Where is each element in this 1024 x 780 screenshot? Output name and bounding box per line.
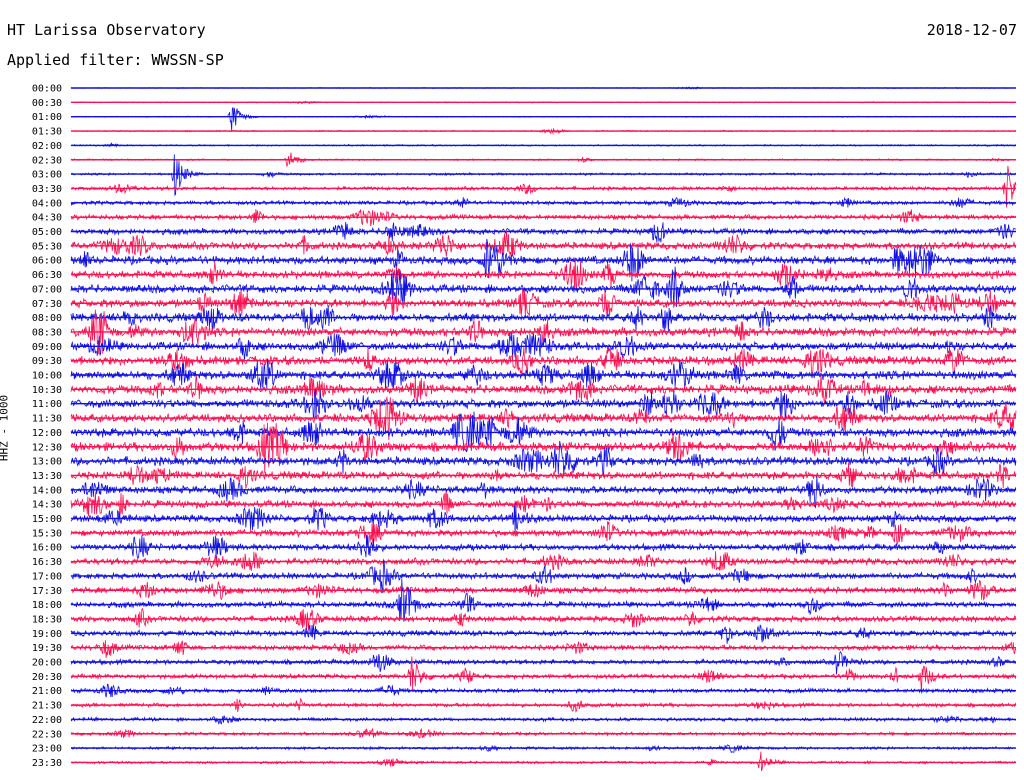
time-label: 06:00	[32, 256, 62, 267]
time-label: 22:00	[32, 715, 62, 726]
time-label: 08:30	[32, 327, 62, 338]
time-label: 03:00	[32, 170, 62, 181]
time-label: 16:30	[32, 557, 62, 568]
time-label: 14:30	[32, 500, 62, 511]
trace-line	[70, 107, 1017, 131]
time-label: 11:30	[32, 414, 62, 425]
time-labels: 00:00 00:30 01:00 01:30 02:00 02:30 03:00 03:30…	[32, 84, 62, 769]
time-label: 00:00	[32, 84, 62, 95]
time-label: 00:30	[32, 98, 62, 109]
record-date: 2018-12-07	[926, 21, 1017, 39]
time-label: 15:30	[32, 528, 62, 539]
trace-line	[70, 462, 1017, 489]
trace-line	[70, 751, 1017, 772]
trace-line	[70, 651, 1017, 675]
time-label: 19:00	[32, 629, 62, 640]
time-label: 06:30	[32, 270, 62, 281]
seismogram-traces	[70, 86, 1017, 772]
time-label: 02:00	[32, 141, 62, 152]
time-label: 04:00	[32, 198, 62, 209]
station-title: HT Larissa Observatory	[7, 21, 206, 39]
time-label: 05:30	[32, 241, 62, 252]
time-label: 22:30	[32, 729, 62, 740]
time-label: 07:30	[32, 299, 62, 310]
time-label: 21:30	[32, 701, 62, 712]
time-label: 23:00	[32, 744, 62, 755]
time-label: 15:00	[32, 514, 62, 525]
trace-line	[70, 305, 1017, 333]
trace-line	[70, 640, 1017, 658]
trace-line	[71, 579, 1017, 601]
time-label: 04:30	[32, 213, 62, 224]
time-label: 23:30	[32, 758, 62, 769]
time-label: 13:00	[32, 457, 62, 468]
trace-line	[70, 231, 1017, 258]
trace-line	[70, 422, 1017, 473]
time-label: 19:30	[32, 643, 62, 654]
time-label: 03:30	[32, 184, 62, 195]
trace-line	[70, 266, 1017, 308]
time-label: 01:30	[32, 127, 62, 138]
trace-line	[70, 411, 1017, 453]
time-label: 18:00	[32, 600, 62, 611]
time-label: 17:30	[32, 586, 62, 597]
trace-line	[70, 165, 1017, 208]
time-label: 12:30	[32, 442, 62, 453]
time-label: 01:00	[32, 112, 62, 123]
time-label: 08:00	[32, 313, 62, 324]
time-label: 07:00	[32, 284, 62, 295]
time-label: 20:30	[32, 672, 62, 683]
time-label: 09:30	[32, 356, 62, 367]
time-label: 16:00	[32, 543, 62, 554]
time-label: 17:00	[32, 571, 62, 582]
trace-line	[70, 346, 1017, 377]
time-label: 02:30	[32, 155, 62, 166]
time-label: 18:30	[32, 614, 62, 625]
time-label: 11:00	[32, 399, 62, 410]
time-label: 10:30	[32, 385, 62, 396]
time-label: 09:00	[32, 342, 62, 353]
time-label: 12:00	[32, 428, 62, 439]
trace-line	[70, 624, 1017, 644]
filter-label: Applied filter: WWSSN-SP	[7, 51, 224, 69]
trace-line	[70, 396, 1017, 441]
trace-line	[70, 578, 1017, 622]
time-label: 13:30	[32, 471, 62, 482]
trace-line	[70, 257, 1017, 290]
time-label: 10:00	[32, 371, 62, 382]
time-label: 20:00	[32, 658, 62, 669]
time-label: 05:00	[32, 227, 62, 238]
time-label: 14:00	[32, 485, 62, 496]
trace-line	[70, 608, 1017, 631]
time-label: 21:00	[32, 686, 62, 697]
